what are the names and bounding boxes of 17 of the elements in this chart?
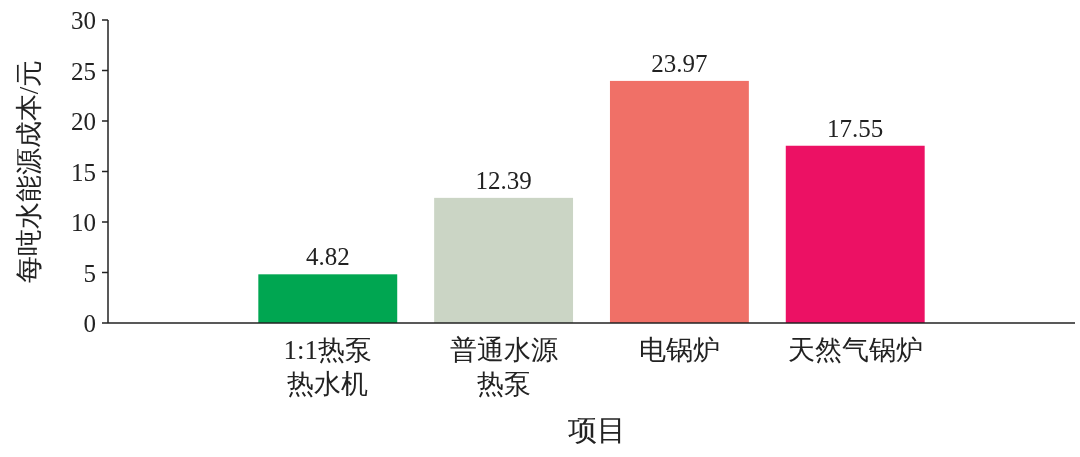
x-tick-label: 天然气锅炉 [787, 335, 923, 365]
x-axis-title: 项目 [567, 414, 626, 446]
y-tick-label: 0 [83, 310, 96, 337]
x-tick-label: 电锅炉 [638, 335, 720, 365]
y-tick-label: 30 [71, 7, 96, 34]
y-tick-label: 25 [71, 57, 96, 85]
y-tick-label: 20 [71, 108, 96, 135]
data-label: 4.82 [305, 243, 350, 271]
y-tick-label: 15 [71, 158, 96, 186]
y-tick-label: 10 [71, 209, 96, 236]
y-tick-label: 5 [83, 259, 96, 287]
data-label: 23.97 [651, 49, 708, 77]
data-label: 17.55 [827, 114, 884, 142]
y-axis-title: 每吨水能源成本/元 [14, 59, 44, 284]
x-tick-label: 普通水源热泵 [449, 335, 558, 399]
x-tick-label: 1:1热泵热水机 [283, 335, 373, 399]
data-label: 12.39 [475, 166, 532, 194]
